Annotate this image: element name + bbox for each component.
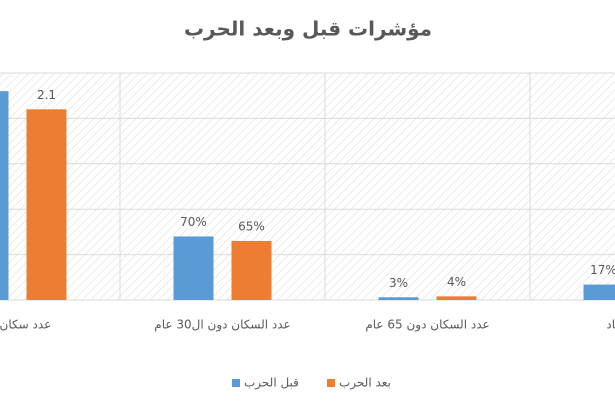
value-label: 2.1	[37, 88, 56, 102]
chart-title: مؤشرات قبل وبعد الحرب	[184, 17, 432, 41]
value-label: 17%	[590, 263, 615, 277]
bar	[583, 284, 615, 300]
x-tick-label: عدد سكان ال	[0, 318, 51, 332]
bar	[378, 297, 419, 300]
value-label: 3%	[389, 276, 408, 290]
x-tick-label: عدد السكان دون ال30 عام	[154, 318, 290, 333]
legend-label: بعد الحرب	[339, 376, 391, 391]
value-label: 4%	[447, 275, 466, 289]
bar	[173, 236, 214, 300]
legend-swatch	[232, 379, 240, 387]
x-tick-label: عدد السكان دون 65 عام	[365, 318, 489, 333]
bar	[436, 296, 477, 300]
bar	[231, 240, 272, 300]
value-label: 65%	[238, 219, 265, 233]
legend-label: قبل الحرب	[244, 376, 299, 391]
plot-background	[0, 73, 615, 300]
bar	[0, 91, 9, 300]
legend-swatch	[327, 379, 335, 387]
bar	[26, 109, 67, 300]
x-tick-label: ي الاقتصاد	[606, 318, 615, 332]
value-label: 70%	[180, 215, 207, 229]
